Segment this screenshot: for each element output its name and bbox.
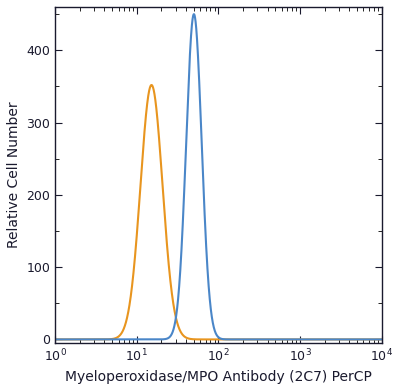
X-axis label: Myeloperoxidase/MPO Antibody (2C7) PerCP: Myeloperoxidase/MPO Antibody (2C7) PerCP bbox=[65, 370, 372, 384]
Y-axis label: Relative Cell Number: Relative Cell Number bbox=[7, 102, 21, 248]
